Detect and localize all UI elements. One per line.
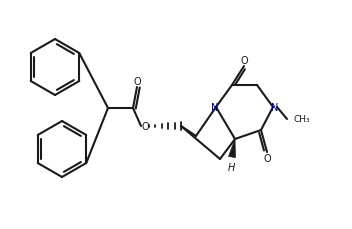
Text: H: H bbox=[227, 162, 235, 172]
Text: N: N bbox=[271, 103, 279, 112]
Text: CH₃: CH₃ bbox=[294, 115, 310, 124]
Text: N: N bbox=[211, 103, 219, 112]
Text: O: O bbox=[240, 56, 248, 66]
Text: O: O bbox=[133, 77, 141, 87]
Text: O: O bbox=[141, 121, 149, 131]
Text: O: O bbox=[263, 153, 271, 163]
Polygon shape bbox=[228, 139, 235, 158]
